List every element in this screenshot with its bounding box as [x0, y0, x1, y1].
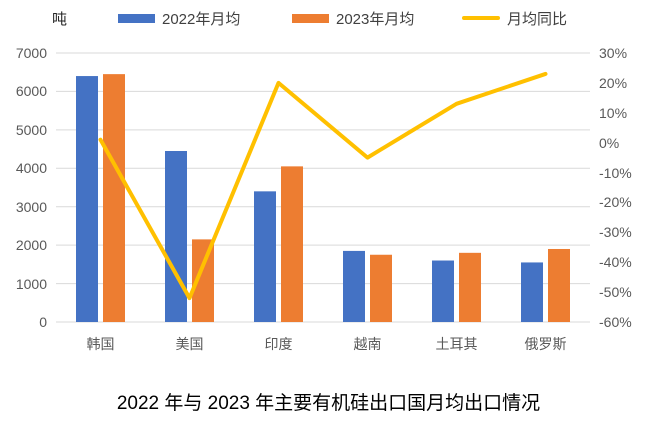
right-axis-tick-30%: 30% — [599, 45, 628, 61]
legend-label-yoy: 月均同比 — [507, 10, 568, 28]
bar-2022年月均-土耳其 — [432, 260, 454, 322]
chart-title: 2022 年与 2023 年主要有机硅出口国月均出口情况 — [116, 393, 541, 414]
bar-2023年月均-印度 — [281, 166, 303, 322]
legend-item-yoy: 月均同比 — [462, 9, 568, 28]
left-axis-tick-1000: 1000 — [15, 275, 47, 292]
legend-label-2023: 2023年月均 — [336, 10, 415, 28]
legend-swatch-2022-bar — [118, 13, 155, 23]
right-axis-tick--30%: -30% — [599, 224, 632, 241]
yoy-line-月均同比 — [98, 71, 548, 301]
right-axis-tick--10%: -10% — [599, 164, 632, 181]
category-label-韩国: 韩国 — [86, 336, 115, 352]
legend-swatch-yoy-line — [462, 16, 500, 20]
bar-2023年月均-韩国 — [103, 74, 125, 322]
category-label-印度: 印度 — [264, 336, 293, 352]
left-axis-tick-4000: 4000 — [15, 160, 47, 177]
bar-2023年月均-俄罗斯 — [548, 248, 570, 322]
left-axis-tick-5000: 5000 — [15, 121, 47, 138]
bar-2023年月均-越南 — [370, 254, 392, 322]
legend-item-2022: 2022年月均 — [118, 9, 241, 28]
category-label-美国: 美国 — [175, 336, 204, 352]
combo-chart-plot — [56, 52, 590, 323]
bar-2023年月均-土耳其 — [459, 252, 481, 322]
bar-2022年月均-俄罗斯 — [521, 262, 543, 322]
left-axis-tick-7000: 7000 — [15, 45, 47, 61]
legend-label-2022: 2022年月均 — [162, 10, 241, 28]
right-axis-tick-0%: 0% — [599, 134, 620, 151]
bar-2023年月均-美国 — [192, 239, 214, 322]
left-axis-tick-2000: 2000 — [15, 237, 47, 254]
right-axis-tick--50%: -50% — [599, 284, 632, 301]
right-axis-tick--40%: -40% — [599, 254, 632, 271]
bar-2022年月均-韩国 — [76, 76, 98, 322]
category-label-越南: 越南 — [353, 336, 382, 352]
right-axis-tick-20%: 20% — [599, 74, 628, 91]
legend-item-2023: 2023年月均 — [292, 9, 415, 28]
bar-2022年月均-美国 — [165, 150, 187, 322]
left-axis-tick-0: 0 — [39, 314, 47, 330]
right-axis-tick--60%: -60% — [599, 314, 632, 330]
right-axis-tick-10%: 10% — [599, 104, 628, 121]
left-axis-unit-label: 吨 — [52, 11, 68, 28]
category-label-俄罗斯: 俄罗斯 — [524, 336, 567, 352]
right-axis-tick--20%: -20% — [599, 194, 632, 211]
bar-2022年月均-印度 — [254, 191, 276, 322]
left-axis-tick-3000: 3000 — [15, 198, 47, 215]
left-axis-tick-6000: 6000 — [15, 83, 47, 100]
legend-swatch-2023-bar — [292, 13, 329, 23]
category-label-土耳其: 土耳其 — [435, 336, 478, 352]
bar-2022年月均-越南 — [343, 250, 365, 322]
